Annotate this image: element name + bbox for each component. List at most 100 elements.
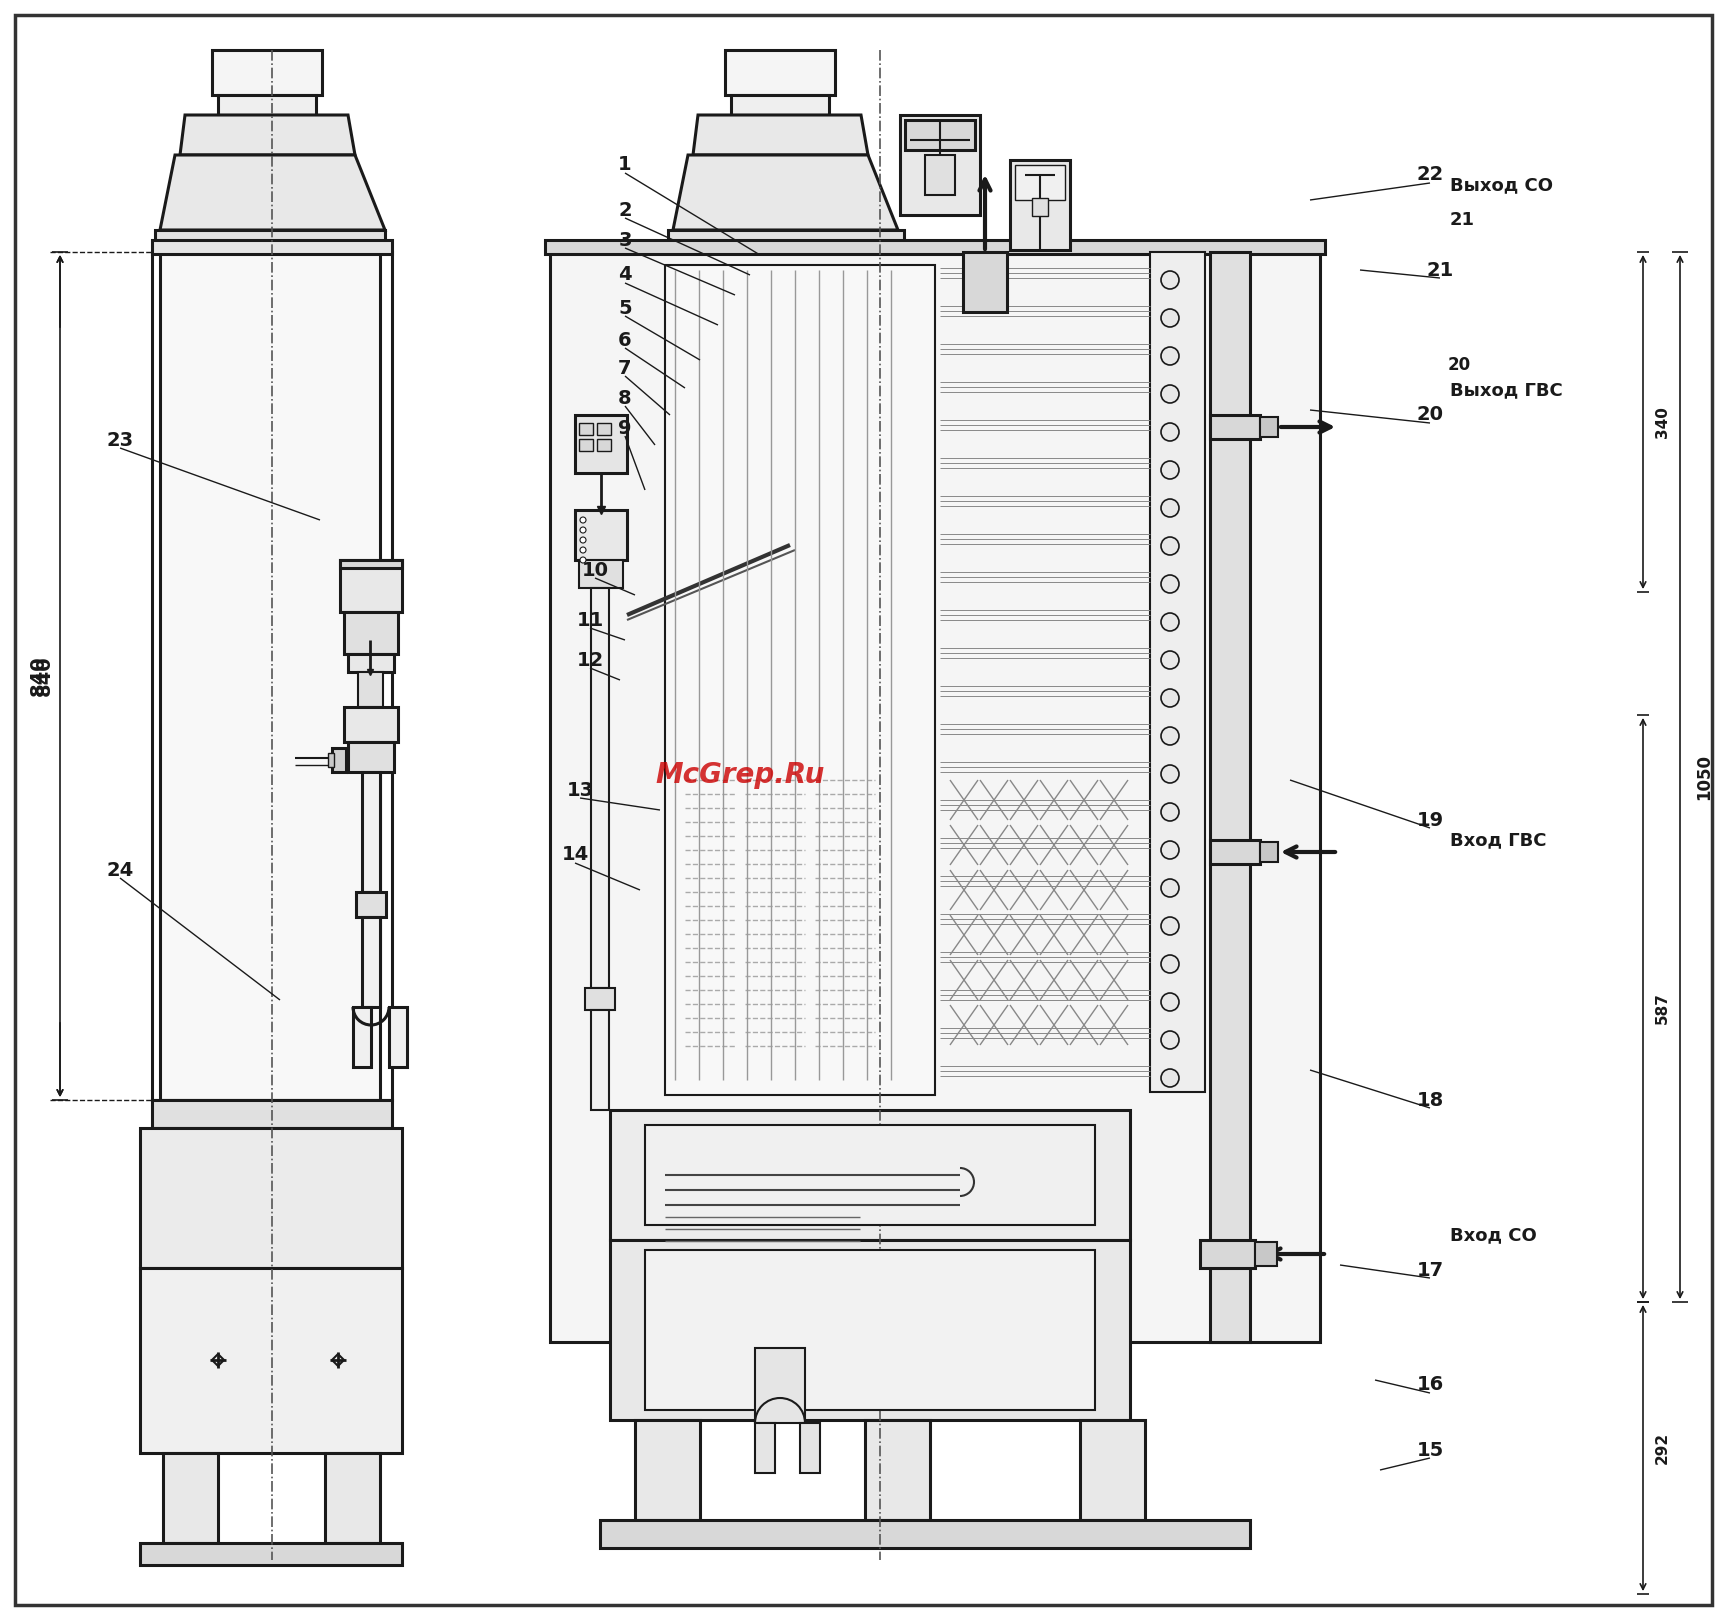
Circle shape <box>1161 462 1180 480</box>
Bar <box>800 1422 820 1473</box>
Bar <box>340 561 402 569</box>
Circle shape <box>1161 880 1180 897</box>
Bar <box>218 96 316 115</box>
Bar <box>1200 1239 1256 1268</box>
Bar <box>356 893 387 917</box>
Bar <box>755 1348 805 1422</box>
Circle shape <box>1161 612 1180 632</box>
Text: 18: 18 <box>1416 1090 1444 1110</box>
Text: Выход СО: Выход СО <box>1451 177 1553 194</box>
Bar <box>610 1110 1129 1239</box>
Text: 1050: 1050 <box>1694 753 1713 800</box>
Bar <box>1211 253 1250 1341</box>
Bar <box>161 253 380 1100</box>
Bar <box>328 753 333 766</box>
Circle shape <box>1161 765 1180 782</box>
Circle shape <box>580 557 585 564</box>
Bar <box>352 1008 371 1068</box>
Text: 14: 14 <box>561 846 589 865</box>
Bar <box>644 1124 1095 1225</box>
Bar <box>900 115 979 215</box>
Bar <box>140 1268 402 1453</box>
Circle shape <box>1161 271 1180 288</box>
Bar <box>755 1422 775 1473</box>
Text: 11: 11 <box>577 611 604 630</box>
Text: 19: 19 <box>1416 810 1444 829</box>
Text: 10: 10 <box>582 561 608 580</box>
Circle shape <box>580 536 585 543</box>
Circle shape <box>1161 575 1180 593</box>
Bar <box>1079 1421 1145 1520</box>
Circle shape <box>1161 1030 1180 1050</box>
Text: 17: 17 <box>1416 1260 1444 1280</box>
Bar <box>152 240 392 254</box>
Text: 13: 13 <box>566 781 594 800</box>
Circle shape <box>580 548 585 552</box>
Polygon shape <box>180 115 356 156</box>
Bar <box>332 748 345 773</box>
Bar <box>598 439 611 450</box>
Bar <box>340 561 402 612</box>
Bar <box>591 1009 610 1110</box>
Bar <box>575 510 627 561</box>
Bar <box>926 156 955 194</box>
Bar <box>140 1542 402 1565</box>
Circle shape <box>580 526 585 533</box>
Text: 21: 21 <box>1451 211 1475 228</box>
Bar <box>865 1421 931 1520</box>
Bar <box>610 1239 1129 1421</box>
Circle shape <box>1161 956 1180 974</box>
Text: 1: 1 <box>618 156 632 175</box>
Bar <box>1211 415 1261 439</box>
Circle shape <box>1161 917 1180 935</box>
Circle shape <box>1161 423 1180 441</box>
Bar <box>546 240 1325 254</box>
Bar <box>1261 842 1278 862</box>
Bar <box>344 612 397 654</box>
Bar <box>363 917 380 1008</box>
Bar <box>964 253 1007 313</box>
Bar <box>636 1421 699 1520</box>
Text: 6: 6 <box>618 330 632 350</box>
Circle shape <box>1161 1069 1180 1087</box>
Circle shape <box>1161 841 1180 859</box>
Circle shape <box>1161 727 1180 745</box>
Bar <box>349 742 394 773</box>
Circle shape <box>1161 347 1180 364</box>
Text: 2: 2 <box>618 201 632 219</box>
Text: 3: 3 <box>618 230 632 249</box>
Bar <box>644 1251 1095 1409</box>
Circle shape <box>1161 499 1180 517</box>
Bar <box>1033 198 1048 215</box>
Bar <box>162 1453 218 1542</box>
Bar <box>155 230 385 253</box>
Text: 5: 5 <box>618 298 632 318</box>
Bar <box>579 423 592 436</box>
Bar <box>389 1008 408 1068</box>
Circle shape <box>1161 651 1180 669</box>
Bar <box>349 654 394 672</box>
Circle shape <box>1161 804 1180 821</box>
Text: 15: 15 <box>1416 1440 1444 1460</box>
Circle shape <box>580 517 585 523</box>
Polygon shape <box>674 156 898 230</box>
Text: 22: 22 <box>1416 165 1444 185</box>
Text: 9: 9 <box>618 418 632 437</box>
Bar <box>140 1128 402 1268</box>
Bar <box>599 1520 1250 1549</box>
Bar <box>152 253 392 1100</box>
Text: 21: 21 <box>1427 261 1454 280</box>
Polygon shape <box>693 115 869 156</box>
Circle shape <box>1161 993 1180 1011</box>
Text: 23: 23 <box>107 431 133 449</box>
Bar <box>1256 1243 1276 1265</box>
Bar <box>152 1100 392 1128</box>
Text: McGrep.Ru: McGrep.Ru <box>655 761 826 789</box>
Bar <box>344 706 397 742</box>
Text: 4: 4 <box>618 266 632 285</box>
Text: 12: 12 <box>577 651 604 669</box>
Bar <box>325 1453 380 1542</box>
Bar <box>1211 841 1261 863</box>
Bar <box>1015 165 1066 199</box>
Text: 20: 20 <box>1447 356 1471 374</box>
